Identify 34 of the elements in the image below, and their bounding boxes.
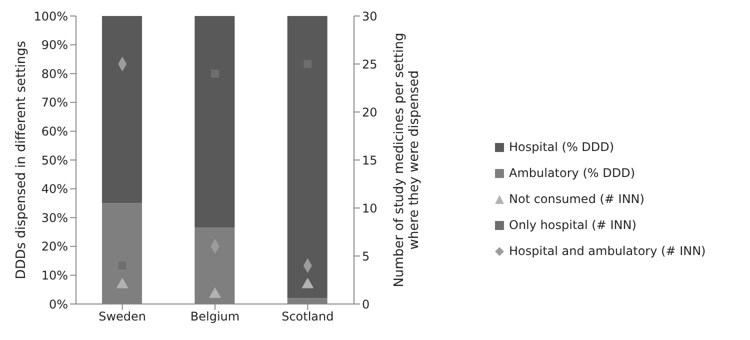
y-tick-label: 50% bbox=[41, 153, 68, 168]
y-tick-label: 40% bbox=[41, 182, 68, 196]
y2-tick-label: 30 bbox=[362, 9, 378, 24]
y-tick-label: 30% bbox=[41, 210, 68, 225]
bar bbox=[287, 16, 328, 298]
legend-label: Hospital (% DDD) bbox=[509, 140, 614, 154]
x-tick-label: Scotland bbox=[282, 310, 334, 324]
y-tick-label: 0% bbox=[48, 297, 68, 312]
y2-tick-label: 20 bbox=[362, 105, 378, 120]
y-tick-label: 90% bbox=[41, 38, 68, 52]
legend-label: Hospital and ambulatory (# INN) bbox=[509, 244, 706, 258]
legend-label: Ambulatory (% DDD) bbox=[509, 166, 636, 180]
y-tick-label: 100% bbox=[34, 9, 68, 24]
y2-tick-label: 10 bbox=[362, 201, 378, 216]
y-tick-label: 80% bbox=[41, 66, 68, 81]
y-tick-label: 60% bbox=[41, 124, 68, 138]
y2-axis-title: Number of study medicines per setting where they were dispensed bbox=[392, 32, 422, 288]
legend-label: Only hospital (# INN) bbox=[509, 218, 636, 232]
legend-label: Not consumed (# INN) bbox=[509, 192, 644, 206]
point bbox=[208, 287, 222, 298]
x-tick-label: Sweden bbox=[98, 310, 146, 324]
bar bbox=[194, 16, 235, 228]
y-tick-label: 10% bbox=[41, 268, 68, 282]
y-tick-label: 20% bbox=[41, 240, 68, 254]
y2-tick-label: 25 bbox=[362, 57, 378, 72]
bar bbox=[102, 16, 142, 204]
y2-tick-label: 15 bbox=[362, 153, 378, 168]
y2-tick-label: 5 bbox=[362, 249, 370, 264]
y2-tick-label: 0 bbox=[362, 297, 370, 312]
point bbox=[302, 278, 314, 288]
y-axis-title: DDDs dispensed in different settings bbox=[14, 40, 29, 280]
y-tick-label: 70% bbox=[41, 96, 68, 110]
x-tick-label: Belgium bbox=[190, 310, 240, 324]
point bbox=[116, 278, 128, 288]
